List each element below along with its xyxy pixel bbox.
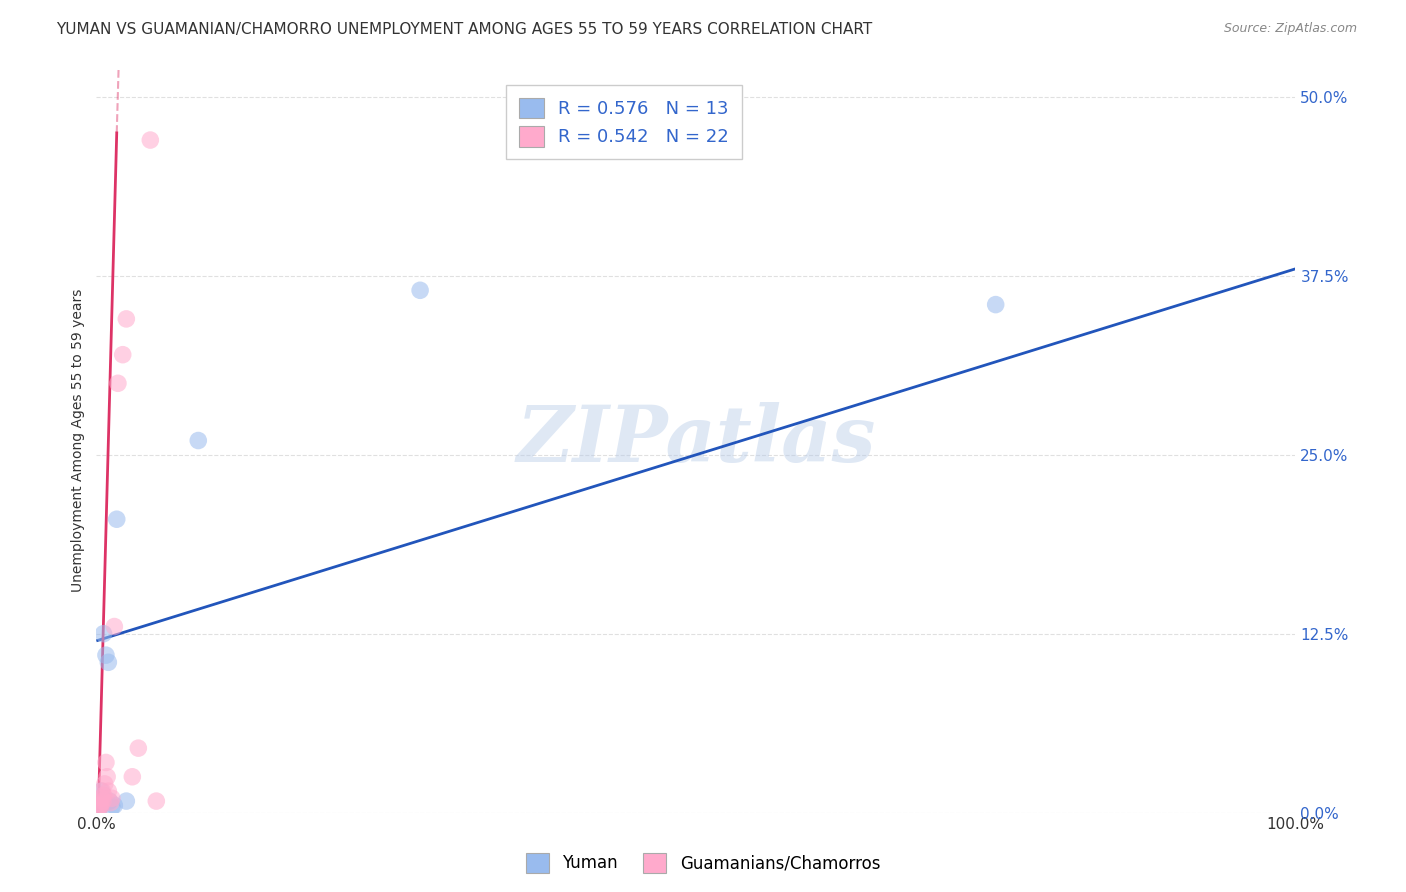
Text: Source: ZipAtlas.com: Source: ZipAtlas.com (1223, 22, 1357, 36)
Point (91, 794, 114, 808)
Point (187, 434, 209, 448)
Legend: R = 0.576   N = 13, R = 0.542   N = 22: R = 0.576 N = 13, R = 0.542 N = 22 (506, 85, 742, 159)
Point (96, 770, 118, 784)
Text: YUMAN VS GUAMANIAN/CHAMORRO UNEMPLOYMENT AMONG AGES 55 TO 59 YEARS CORRELATION C: YUMAN VS GUAMANIAN/CHAMORRO UNEMPLOYMENT… (56, 22, 873, 37)
Point (115, 312, 138, 326)
Point (984, 297, 1007, 311)
Point (97, 784, 120, 798)
Point (93, 789, 115, 803)
Point (91, 784, 114, 798)
Point (115, 794, 138, 808)
Point (93, 777, 115, 791)
Point (103, 798, 125, 813)
Point (87, 801, 110, 815)
Point (93, 626, 115, 640)
Point (90, 797, 112, 811)
Point (101, 800, 124, 814)
Point (90, 784, 112, 798)
Point (121, 770, 143, 784)
Point (89, 798, 111, 813)
Point (89, 800, 111, 814)
Point (409, 283, 432, 297)
Point (145, 794, 167, 808)
Point (94, 648, 117, 662)
Y-axis label: Unemployment Among Ages 55 to 59 years: Unemployment Among Ages 55 to 59 years (72, 289, 86, 592)
Point (111, 348, 134, 362)
Point (90, 791, 112, 805)
Point (105, 512, 128, 526)
Point (127, 741, 149, 756)
Point (97, 655, 120, 669)
Point (90, 800, 112, 814)
Legend: Yuman, Guamanians/Chamorros: Yuman, Guamanians/Chamorros (519, 847, 887, 880)
Point (98, 794, 121, 808)
Point (100, 796, 122, 810)
Point (103, 619, 125, 633)
Point (94, 756, 117, 770)
Point (101, 791, 124, 805)
Point (107, 376, 129, 391)
Point (139, 133, 162, 147)
Text: ZIPatlas: ZIPatlas (516, 402, 876, 479)
